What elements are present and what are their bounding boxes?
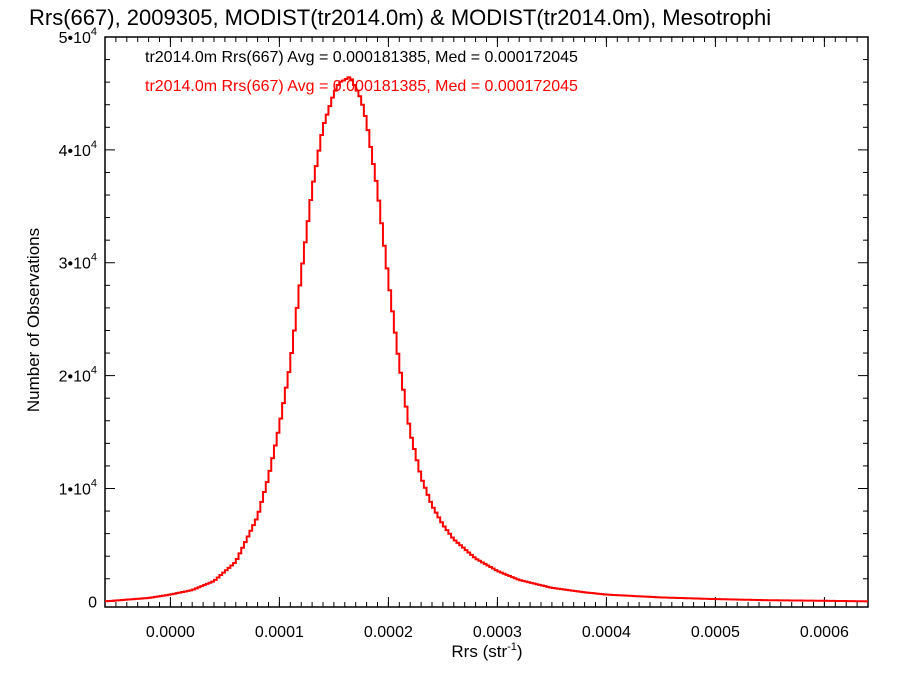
plot-frame	[104, 36, 869, 608]
x-tick-label: 0.0001	[255, 624, 304, 641]
y-tick-label: 3•104	[59, 252, 97, 273]
x-axis-label: Rrs (str-1)	[451, 641, 522, 661]
y-tick-label: 1•104	[59, 477, 97, 498]
y-tick-mantissa: 1•10	[59, 481, 91, 498]
x-axis-label-superscript: -1	[507, 641, 517, 653]
y-tick-mantissa: 4•10	[59, 143, 91, 160]
y-tick-exponent: 4	[91, 477, 97, 489]
legend-entry-black: tr2014.0m Rrs(667) Avg = 0.000181385, Me…	[145, 49, 578, 66]
y-tick-mantissa: 0	[88, 594, 97, 611]
x-axis-label-text: Rrs (str	[451, 642, 507, 661]
y-tick-exponent: 4	[91, 139, 97, 151]
y-tick-label: 4•104	[59, 139, 97, 160]
x-tick-label: 0.0000	[146, 624, 195, 641]
y-tick-label: 5•104	[59, 26, 97, 47]
y-tick-label: 2•104	[59, 365, 97, 386]
x-axis-label-end: )	[517, 642, 523, 661]
x-axis-ticks: 0.0000 0.0001 0.0002 0.0003 0.0004 0.0005 0.00…	[104, 37, 869, 641]
x-tick-label: 0.0005	[691, 624, 740, 641]
x-tick-label: 0.0002	[364, 624, 413, 641]
x-tick-label: 0.0003	[473, 624, 522, 641]
y-tick-mantissa: 2•10	[59, 369, 91, 386]
y-tick-mantissa: 3•10	[59, 256, 91, 273]
y-tick-label: 0	[88, 594, 97, 611]
x-tick-label: 0.0004	[582, 624, 631, 641]
y-tick-exponent: 4	[91, 365, 97, 377]
histogram-series-line	[105, 76, 868, 603]
chart-title: Rrs(667), 2009305, MODIST(tr2014.0m) & M…	[29, 5, 771, 30]
y-tick-mantissa: 5•10	[59, 30, 91, 47]
y-tick-exponent: 4	[91, 26, 97, 38]
y-tick-exponent: 4	[91, 252, 97, 264]
x-tick-label: 0.0006	[800, 624, 849, 641]
y-axis-label: Number of Observations	[24, 228, 43, 412]
legend-entry-red: tr2014.0m Rrs(667) Avg = 0.000181385, Me…	[145, 78, 578, 95]
